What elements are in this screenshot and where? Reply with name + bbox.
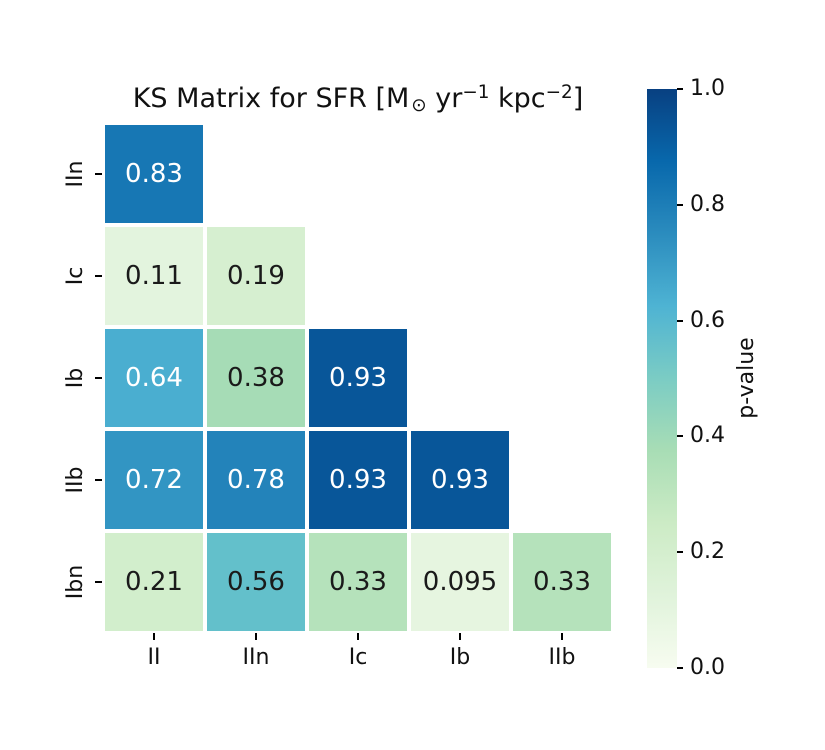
x-tick-label: IIb [548, 645, 576, 670]
heatmap-cell: 0.33 [307, 531, 409, 633]
colorbar-tick-mark [677, 203, 683, 206]
y-tick-mark [95, 275, 102, 277]
heatmap-cell: 0.93 [307, 327, 409, 429]
colorbar-tick-mark [677, 435, 683, 438]
colorbar-tick-label: 0.6 [690, 307, 725, 333]
colorbar-tick-mark [677, 551, 683, 554]
chart-title-segment: ] [572, 83, 584, 115]
y-tick-mark [95, 377, 102, 379]
heatmap-cell: 0.93 [307, 429, 409, 531]
cell-value: 0.72 [125, 465, 183, 495]
x-tick-mark [357, 633, 359, 640]
x-tick-label: Ic [348, 645, 368, 670]
cell-value: 0.56 [227, 567, 285, 597]
heatmap-cell: 0.19 [205, 225, 307, 327]
cell-value: 0.095 [422, 567, 498, 597]
cell-value: 0.33 [329, 567, 387, 597]
x-tick-mark [153, 633, 155, 640]
x-tick-mark [459, 633, 461, 640]
chart-title-segment: ⊙ [411, 95, 427, 117]
colorbar-gradient [647, 89, 677, 668]
heatmap-cell: 0.72 [103, 429, 205, 531]
y-tick-label: Ic [63, 266, 88, 286]
colorbar-tick-mark [677, 88, 683, 90]
heatmap-cell: 0.21 [103, 531, 205, 633]
heatmap-cell: 0.78 [205, 429, 307, 531]
cell-value: 0.21 [125, 567, 183, 597]
heatmap-cell: 0.56 [205, 531, 307, 633]
x-tick-mark [561, 633, 563, 640]
x-tick-label: IIn [242, 645, 270, 670]
cell-value: 0.33 [533, 567, 591, 597]
y-tick-mark [95, 173, 102, 175]
chart-title-segment: yr [426, 83, 463, 115]
cell-value: 0.93 [431, 465, 489, 495]
colorbar-label: p-value [734, 337, 759, 419]
y-tick-mark [95, 581, 102, 583]
x-tick-label: Ib [449, 645, 471, 670]
cell-value: 0.11 [125, 261, 183, 291]
heatmap-cell: 0.095 [409, 531, 511, 633]
heatmap-cell: 0.64 [103, 327, 205, 429]
chart-title-segment: KS Matrix for SFR [M [132, 83, 410, 115]
cell-value: 0.78 [227, 465, 285, 495]
chart-title-segment: −2 [545, 82, 573, 103]
colorbar-tick-label: 0.2 [690, 539, 725, 565]
chart-title-segment: kpc [489, 83, 546, 115]
y-tick-label: IIb [63, 466, 88, 494]
y-tick-label: Ib [63, 367, 88, 389]
heatmap-cell: 0.11 [103, 225, 205, 327]
cell-value: 0.38 [227, 363, 285, 393]
y-tick-label: IIn [63, 160, 88, 188]
heatmap-cell: 0.33 [511, 531, 613, 633]
colorbar-tick-label: 0.4 [690, 423, 725, 449]
colorbar-tick-label: 0.8 [690, 191, 725, 217]
cell-value: 0.93 [329, 465, 387, 495]
colorbar-tick-label: 1.0 [690, 76, 725, 101]
heatmap-cell: 0.83 [103, 123, 205, 225]
heatmap-cell: 0.93 [409, 429, 511, 531]
colorbar-tick-mark [677, 319, 683, 322]
colorbar-tick-mark [677, 667, 683, 669]
colorbar-tick-label: 0.0 [690, 655, 725, 680]
y-tick-mark [95, 479, 102, 481]
cell-value: 0.64 [125, 363, 183, 393]
chart-title-segment: −1 [462, 82, 490, 103]
cell-value: 0.83 [125, 159, 183, 189]
y-tick-label: Ibn [63, 564, 88, 600]
cell-value: 0.19 [227, 261, 285, 291]
x-tick-label: II [147, 645, 161, 670]
heatmap-cell: 0.38 [205, 327, 307, 429]
chart-title: KS Matrix for SFR [M ⊙ yr−1 kpc−2] [103, 76, 613, 123]
cell-value: 0.93 [329, 363, 387, 393]
x-tick-mark [255, 633, 257, 640]
